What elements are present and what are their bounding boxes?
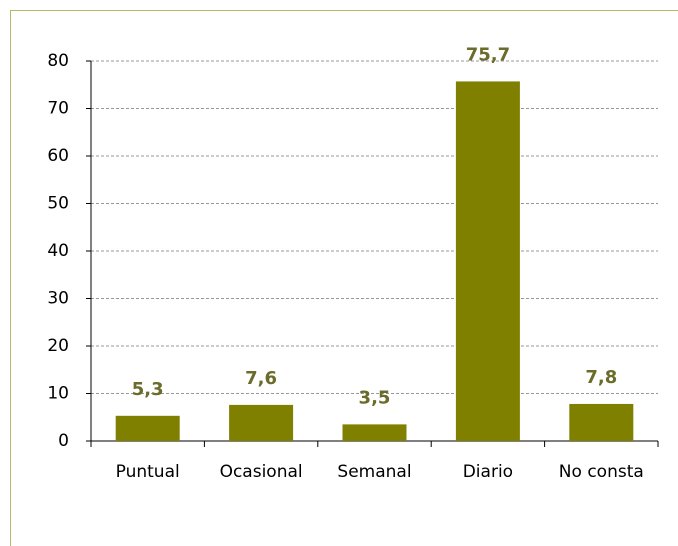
x-tick-label: Semanal bbox=[337, 462, 411, 482]
y-tick-label: 70 bbox=[47, 99, 69, 119]
x-tick-label: Diario bbox=[463, 462, 513, 482]
bar bbox=[115, 415, 180, 441]
value-label: 5,3 bbox=[132, 379, 164, 400]
y-tick-label: 30 bbox=[47, 289, 69, 309]
x-tick-label: No consta bbox=[559, 462, 644, 482]
y-tick-label: 50 bbox=[47, 194, 69, 214]
value-label: 3,5 bbox=[359, 387, 391, 408]
value-label: 7,6 bbox=[245, 368, 277, 389]
y-tick-label: 20 bbox=[47, 336, 69, 356]
value-label: 7,8 bbox=[585, 367, 617, 388]
x-tick-label: Ocasional bbox=[220, 462, 303, 482]
value-label: 75,7 bbox=[466, 44, 510, 65]
y-tick-label: 60 bbox=[47, 146, 69, 166]
y-tick-label: 10 bbox=[47, 384, 69, 404]
y-tick-label: 80 bbox=[47, 51, 69, 71]
frame bbox=[10, 10, 678, 546]
x-tick-label: Puntual bbox=[116, 462, 180, 482]
y-tick-label: 40 bbox=[47, 241, 69, 261]
bar bbox=[569, 403, 634, 441]
bar bbox=[229, 404, 294, 441]
bar bbox=[342, 424, 407, 441]
y-tick-label: 0 bbox=[58, 431, 69, 451]
bar bbox=[455, 81, 520, 442]
